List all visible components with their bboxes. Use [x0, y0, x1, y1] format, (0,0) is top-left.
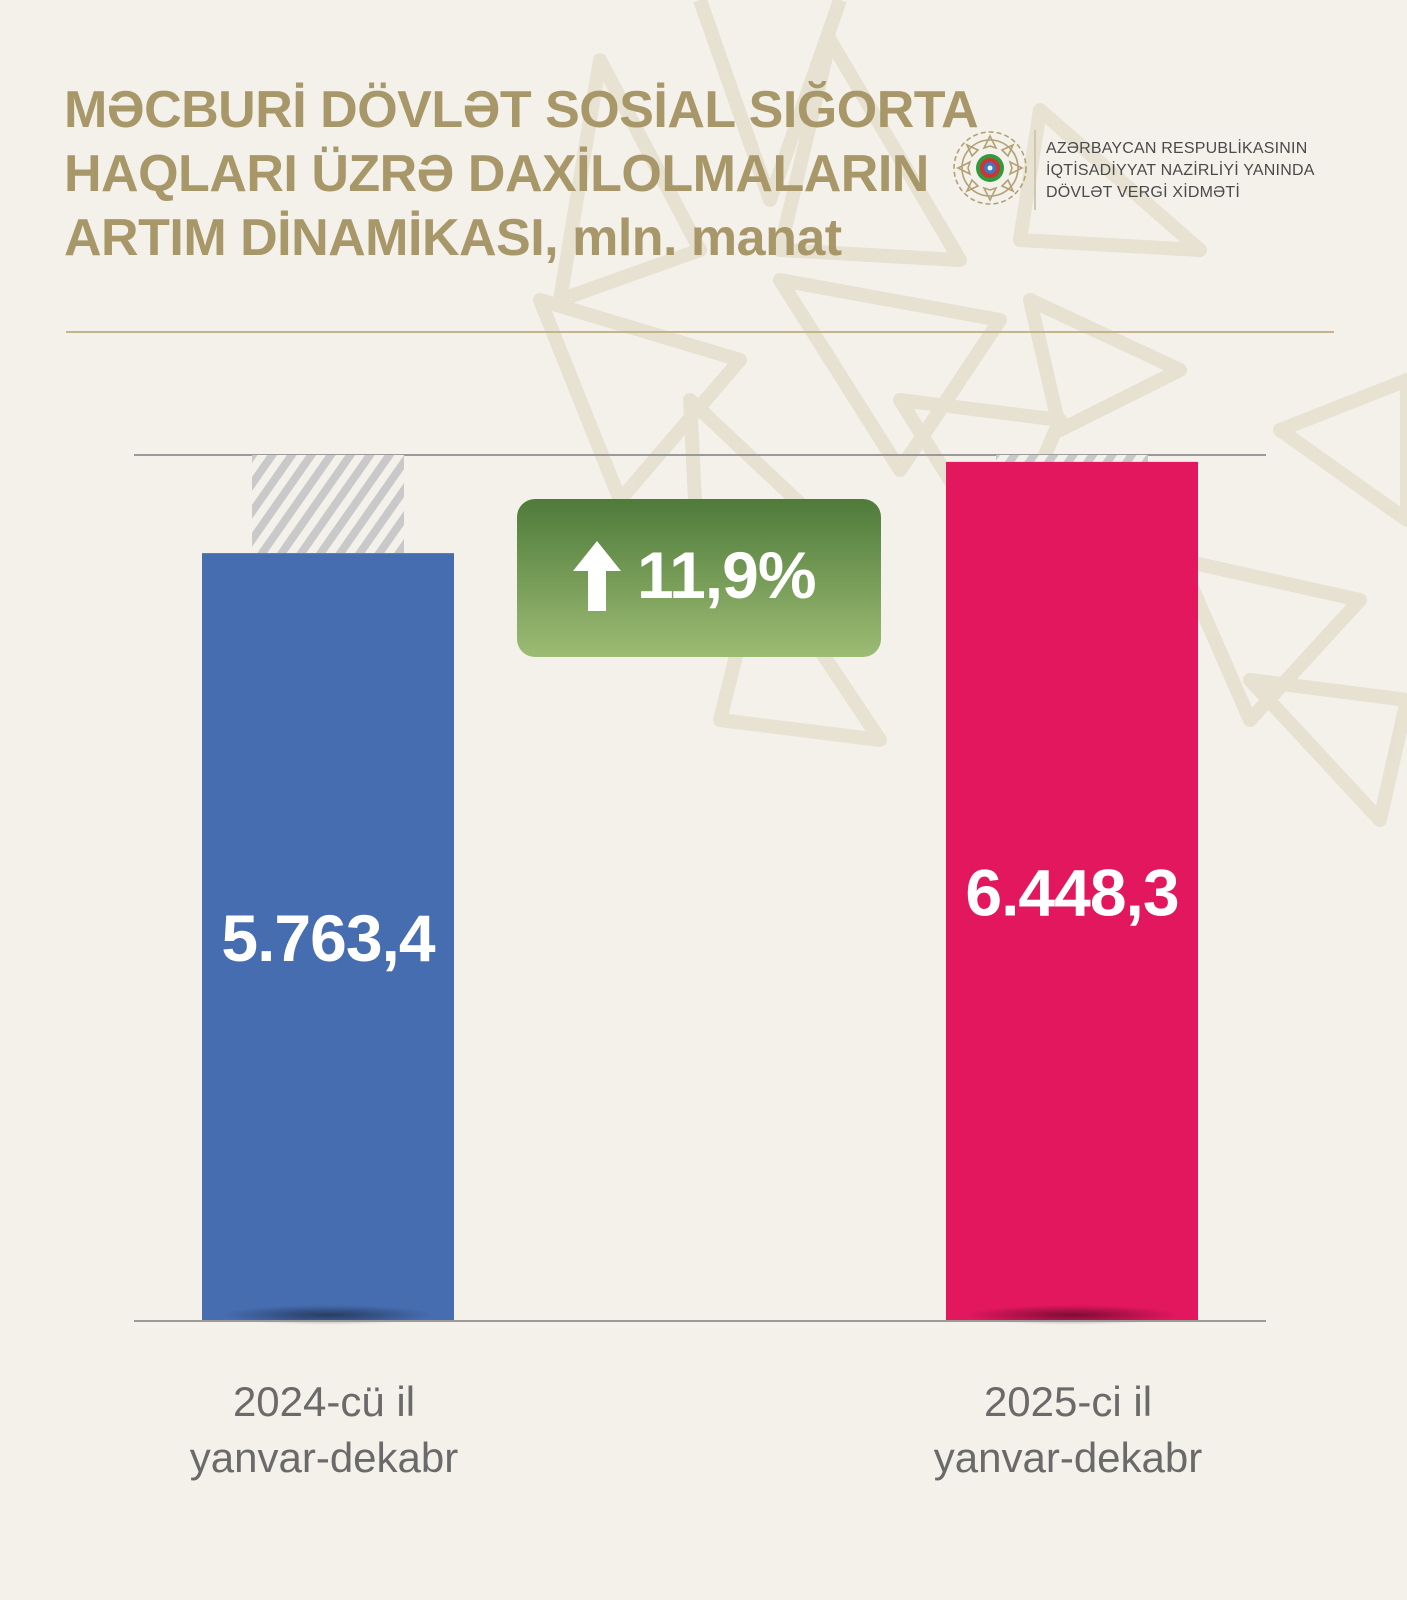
value-label-2024: 5.763,4	[221, 901, 435, 975]
growth-badge: 11,9%	[517, 499, 881, 657]
chart-title: MƏCBURİ DÖVLƏT SOSİAL SIĞORTA HAQLARI ÜZ…	[64, 78, 979, 270]
growth-percent: 11,9%	[637, 538, 816, 612]
category-label-2024-line-1: 2024-cü il	[232, 1378, 416, 1425]
title-divider	[66, 331, 1334, 333]
category-label-2024: 2024-cü il yanvar-dekabr	[114, 1374, 534, 1486]
brand-separator	[1034, 130, 1036, 210]
bars-layer: 5.763,4 6.448,3	[202, 455, 1198, 1325]
state-emblem-icon	[953, 131, 1027, 205]
brand-name: AZƏRBAYCAN RESPUBLİKASININ İQTİSADİYYAT …	[1046, 138, 1315, 204]
title-line-1: MƏCBURİ DÖVLƏT SOSİAL SIĞORTA	[64, 81, 979, 139]
category-label-2025-line-1: 2025-ci il	[983, 1378, 1153, 1425]
bar-2024	[202, 553, 454, 1321]
category-label-2025-line-2: yanvar-dekabr	[933, 1434, 1203, 1481]
title-line-3: ARTIM DİNAMİKASI, mln. manat	[64, 209, 842, 267]
bar-remainder-2024	[252, 455, 404, 554]
brand-line-3: DÖVLƏT VERGİ XİDMƏTİ	[1046, 184, 1241, 201]
value-label-2025: 6.448,3	[965, 855, 1178, 929]
brand-block: AZƏRBAYCAN RESPUBLİKASININ İQTİSADİYYAT …	[950, 128, 1350, 212]
category-label-2025: 2025-ci il yanvar-dekabr	[858, 1374, 1278, 1486]
category-label-2024-line-2: yanvar-dekabr	[189, 1434, 459, 1481]
arrow-up-icon	[573, 541, 621, 611]
brand-line-2: İQTİSADİYYAT NAZİRLİYİ YANINDA	[1046, 162, 1315, 179]
bar-remainder-2025	[996, 455, 1148, 462]
brand-line-1: AZƏRBAYCAN RESPUBLİKASININ	[1046, 140, 1308, 157]
title-line-2: HAQLARI ÜZRƏ DAXİLOLMALARIN	[64, 145, 929, 203]
bar-2025	[946, 461, 1198, 1321]
